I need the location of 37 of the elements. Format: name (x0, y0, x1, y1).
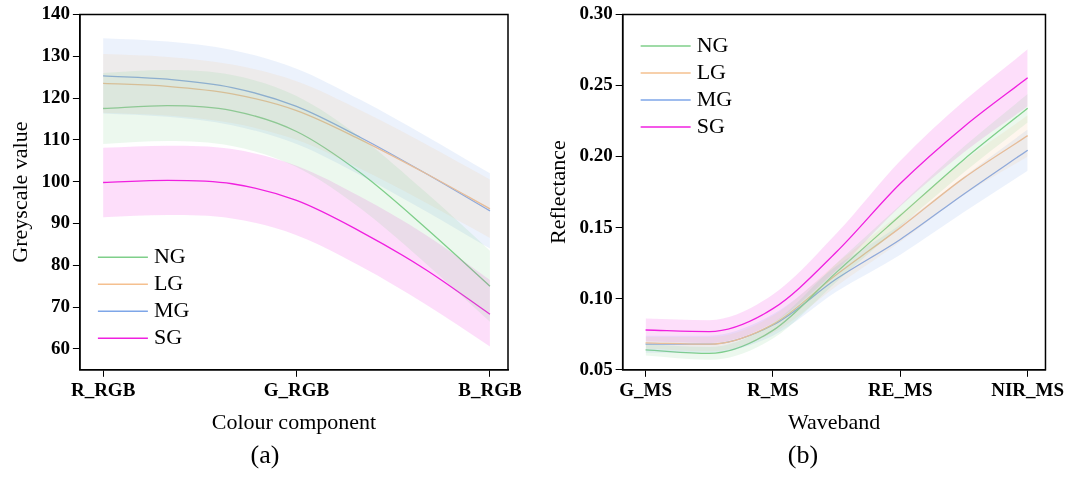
x-tick-label: B_RGB (458, 379, 522, 401)
y-tick-label: 130 (41, 44, 70, 66)
y-tick-label: 0.30 (579, 2, 613, 24)
legend-label: NG (153, 243, 186, 269)
legend-label: LG (153, 270, 184, 296)
legend-label: MG (696, 85, 733, 111)
y-tick-label: 140 (41, 2, 70, 24)
y-axis-title: Reflectance (544, 140, 570, 245)
y-tick-label: 110 (42, 127, 70, 149)
y-tick-label: 90 (50, 211, 70, 233)
legend-label: SG (153, 324, 183, 350)
y-tick-label: 0.15 (579, 215, 613, 237)
y-tick-label: 0.25 (579, 73, 613, 95)
text: (a) (249, 440, 281, 470)
legend-label: MG (153, 297, 190, 323)
y-tick-label: 120 (41, 85, 70, 107)
x-tick-label: R_RGB (70, 379, 136, 401)
y-tick-label: 0.20 (579, 144, 613, 166)
legend-label: NG (696, 31, 729, 57)
x-axis-title: Colour component (211, 408, 377, 434)
legend-label: LG (696, 58, 727, 84)
line-series (102, 179, 491, 315)
y-tick-label: 0.05 (579, 357, 613, 379)
x-tick-label: NIR_MS (991, 379, 1065, 401)
x-tick-label: R_MS (747, 379, 799, 401)
y-tick-label: 0.10 (579, 286, 613, 308)
x-axis-title: Waveband (787, 408, 881, 434)
y-tick-label: 80 (50, 253, 70, 275)
x-tick-label: G_RGB (263, 379, 330, 401)
y-tick-label: 100 (41, 169, 70, 191)
y-axis-title: Greyscale value (6, 121, 32, 263)
y-tick-label: 60 (50, 336, 70, 358)
y-tick-label: 70 (50, 294, 70, 316)
x-tick-label: RE_MS (868, 379, 933, 401)
text: (b) (786, 440, 820, 470)
x-tick-label: G_MS (619, 379, 672, 401)
legend-label: SG (696, 112, 725, 138)
